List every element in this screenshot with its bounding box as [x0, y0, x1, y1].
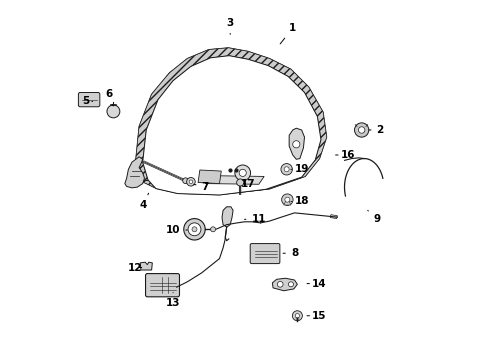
- Circle shape: [183, 178, 188, 184]
- Circle shape: [183, 219, 205, 240]
- Polygon shape: [135, 48, 326, 194]
- Circle shape: [288, 282, 293, 287]
- Polygon shape: [288, 128, 304, 159]
- Text: 11: 11: [244, 214, 265, 224]
- Text: 14: 14: [306, 279, 326, 289]
- Polygon shape: [140, 262, 152, 270]
- Circle shape: [284, 167, 288, 172]
- Polygon shape: [222, 207, 233, 227]
- Circle shape: [189, 180, 192, 184]
- Text: 4: 4: [139, 193, 148, 210]
- Circle shape: [186, 177, 195, 186]
- Text: 1: 1: [280, 23, 296, 44]
- Text: 12: 12: [128, 262, 142, 273]
- Text: 15: 15: [306, 311, 326, 321]
- Circle shape: [281, 194, 292, 205]
- Polygon shape: [198, 170, 221, 184]
- Text: 5: 5: [82, 96, 93, 107]
- Text: 13: 13: [165, 293, 180, 308]
- Text: 10: 10: [165, 225, 187, 235]
- Text: 17: 17: [240, 179, 255, 189]
- Text: 19: 19: [290, 164, 308, 174]
- Circle shape: [292, 141, 299, 148]
- Circle shape: [281, 163, 292, 175]
- Circle shape: [354, 123, 368, 137]
- Polygon shape: [135, 48, 326, 195]
- Text: 7: 7: [193, 182, 208, 192]
- Polygon shape: [205, 176, 264, 184]
- FancyBboxPatch shape: [145, 274, 179, 297]
- Text: 8: 8: [283, 248, 298, 258]
- Text: 3: 3: [226, 18, 233, 34]
- Text: 18: 18: [290, 197, 308, 206]
- Text: 2: 2: [368, 125, 383, 135]
- Text: 6: 6: [105, 89, 113, 106]
- Circle shape: [277, 282, 283, 287]
- Circle shape: [358, 127, 364, 133]
- Polygon shape: [142, 56, 320, 195]
- Polygon shape: [329, 215, 337, 219]
- Polygon shape: [272, 278, 297, 291]
- Circle shape: [236, 179, 244, 186]
- Polygon shape: [283, 202, 290, 205]
- Circle shape: [188, 223, 201, 236]
- FancyBboxPatch shape: [78, 93, 100, 107]
- Circle shape: [192, 227, 197, 232]
- Circle shape: [292, 311, 302, 321]
- Circle shape: [107, 105, 120, 118]
- Circle shape: [210, 227, 215, 232]
- Circle shape: [285, 197, 289, 202]
- Circle shape: [234, 165, 250, 181]
- Text: 9: 9: [367, 210, 380, 224]
- Circle shape: [239, 169, 246, 176]
- FancyBboxPatch shape: [250, 244, 279, 264]
- Circle shape: [295, 314, 299, 318]
- Text: 16: 16: [335, 150, 355, 160]
- Polygon shape: [124, 157, 144, 188]
